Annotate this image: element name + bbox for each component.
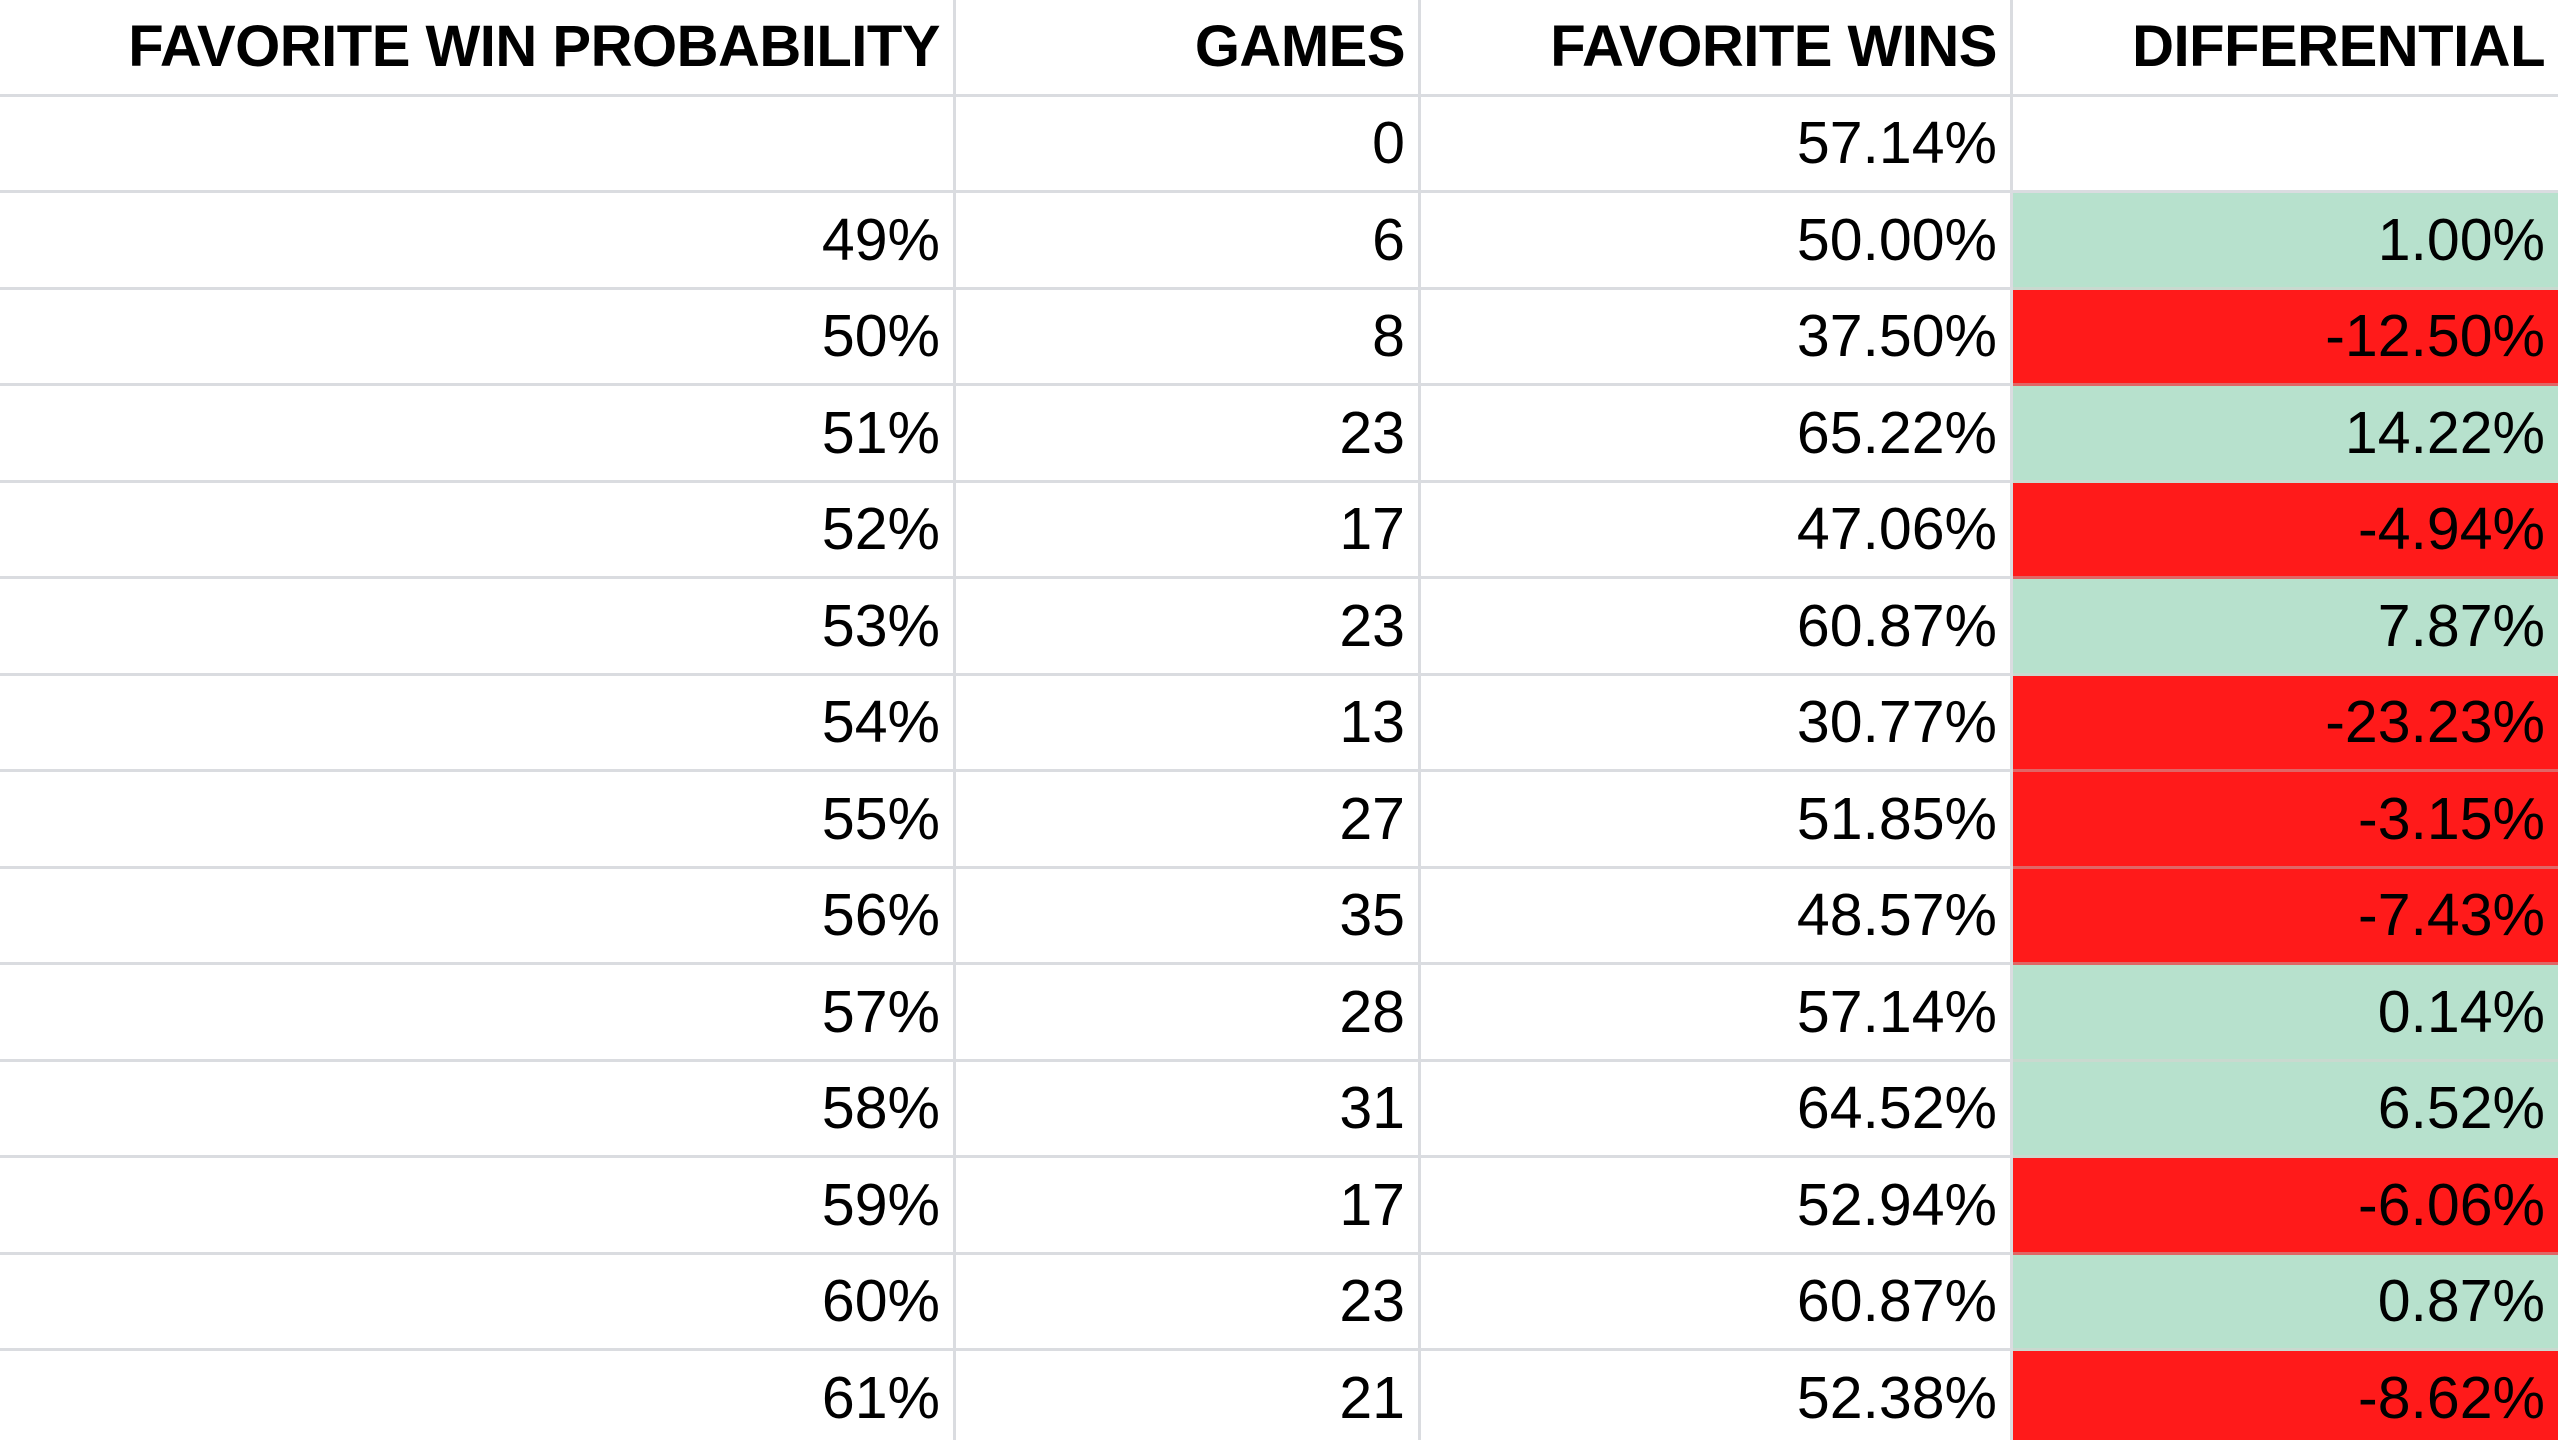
cell-favorite-win-probability[interactable]: 56% <box>0 868 956 965</box>
cell-favorite-win-probability[interactable]: 49% <box>0 193 956 290</box>
cell-favorite-win-probability[interactable]: 54% <box>0 675 956 772</box>
cell-differential[interactable]: -23.23% <box>2013 675 2558 772</box>
cell-favorite-wins[interactable]: 52.38% <box>1421 1351 2013 1440</box>
cell-favorite-wins[interactable]: 37.50% <box>1421 289 2013 386</box>
cell-favorite-wins[interactable]: 50.00% <box>1421 193 2013 290</box>
cell-favorite-win-probability[interactable]: 59% <box>0 1158 956 1255</box>
cell-differential[interactable]: 7.87% <box>2013 579 2558 676</box>
cell-games[interactable]: 23 <box>956 386 1421 483</box>
cell-favorite-wins[interactable]: 30.77% <box>1421 675 2013 772</box>
cell-favorite-win-probability[interactable]: 53% <box>0 579 956 676</box>
cell-games[interactable]: 6 <box>956 193 1421 290</box>
cell-favorite-wins[interactable]: 57.14% <box>1421 965 2013 1062</box>
cell-differential[interactable]: -4.94% <box>2013 482 2558 579</box>
cell-favorite-wins[interactable]: 47.06% <box>1421 482 2013 579</box>
header-games[interactable]: GAMES <box>956 0 1421 97</box>
cell-differential[interactable]: -12.50% <box>2013 289 2558 386</box>
cell-games[interactable]: 27 <box>956 772 1421 869</box>
cell-games[interactable]: 23 <box>956 1254 1421 1351</box>
cell-games[interactable]: 0 <box>956 96 1421 193</box>
cell-differential[interactable]: 0.14% <box>2013 965 2558 1062</box>
cell-differential[interactable]: -3.15% <box>2013 772 2558 869</box>
header-favorite-wins[interactable]: FAVORITE WINS <box>1421 0 2013 97</box>
cell-games[interactable]: 31 <box>956 1061 1421 1158</box>
cell-favorite-win-probability[interactable]: 50% <box>0 289 956 386</box>
cell-games[interactable]: 35 <box>956 868 1421 965</box>
cell-favorite-win-probability[interactable]: 60% <box>0 1254 956 1351</box>
cell-differential[interactable] <box>2013 97 2558 193</box>
cell-games[interactable]: 8 <box>956 289 1421 386</box>
cell-favorite-win-probability[interactable]: 51% <box>0 386 956 483</box>
cell-differential[interactable]: -6.06% <box>2013 1158 2558 1255</box>
cell-differential[interactable]: 14.22% <box>2013 386 2558 483</box>
cell-favorite-wins[interactable]: 64.52% <box>1421 1061 2013 1158</box>
header-favorite-win-probability[interactable]: FAVORITE WIN PROBABILITY <box>0 0 956 97</box>
cell-favorite-wins[interactable]: 52.94% <box>1421 1158 2013 1255</box>
cell-games[interactable]: 13 <box>956 675 1421 772</box>
cell-favorite-win-probability[interactable]: 58% <box>0 1061 956 1158</box>
cell-differential[interactable]: -7.43% <box>2013 868 2558 965</box>
cell-differential[interactable]: -8.62% <box>2013 1351 2558 1440</box>
cell-favorite-wins[interactable]: 51.85% <box>1421 772 2013 869</box>
cell-favorite-win-probability[interactable]: 52% <box>0 482 956 579</box>
cell-favorite-wins[interactable]: 48.57% <box>1421 868 2013 965</box>
cell-differential[interactable]: 1.00% <box>2013 193 2558 290</box>
cell-games[interactable]: 21 <box>956 1351 1421 1440</box>
cell-games[interactable]: 17 <box>956 1158 1421 1255</box>
cell-favorite-win-probability[interactable] <box>0 96 956 193</box>
cell-favorite-win-probability[interactable]: 57% <box>0 965 956 1062</box>
cell-games[interactable]: 17 <box>956 482 1421 579</box>
cell-favorite-wins[interactable]: 65.22% <box>1421 386 2013 483</box>
cell-games[interactable]: 28 <box>956 965 1421 1062</box>
cell-games[interactable]: 23 <box>956 579 1421 676</box>
cell-favorite-wins[interactable]: 60.87% <box>1421 579 2013 676</box>
cell-differential[interactable]: 0.87% <box>2013 1254 2558 1351</box>
cell-differential[interactable]: 6.52% <box>2013 1061 2558 1158</box>
cell-favorite-win-probability[interactable]: 55% <box>0 772 956 869</box>
cell-favorite-wins[interactable]: 60.87% <box>1421 1254 2013 1351</box>
cell-favorite-wins[interactable]: 57.14% <box>1421 96 2013 193</box>
header-differential[interactable]: DIFFERENTIAL <box>2013 0 2558 97</box>
cell-favorite-win-probability[interactable]: 61% <box>0 1351 956 1440</box>
